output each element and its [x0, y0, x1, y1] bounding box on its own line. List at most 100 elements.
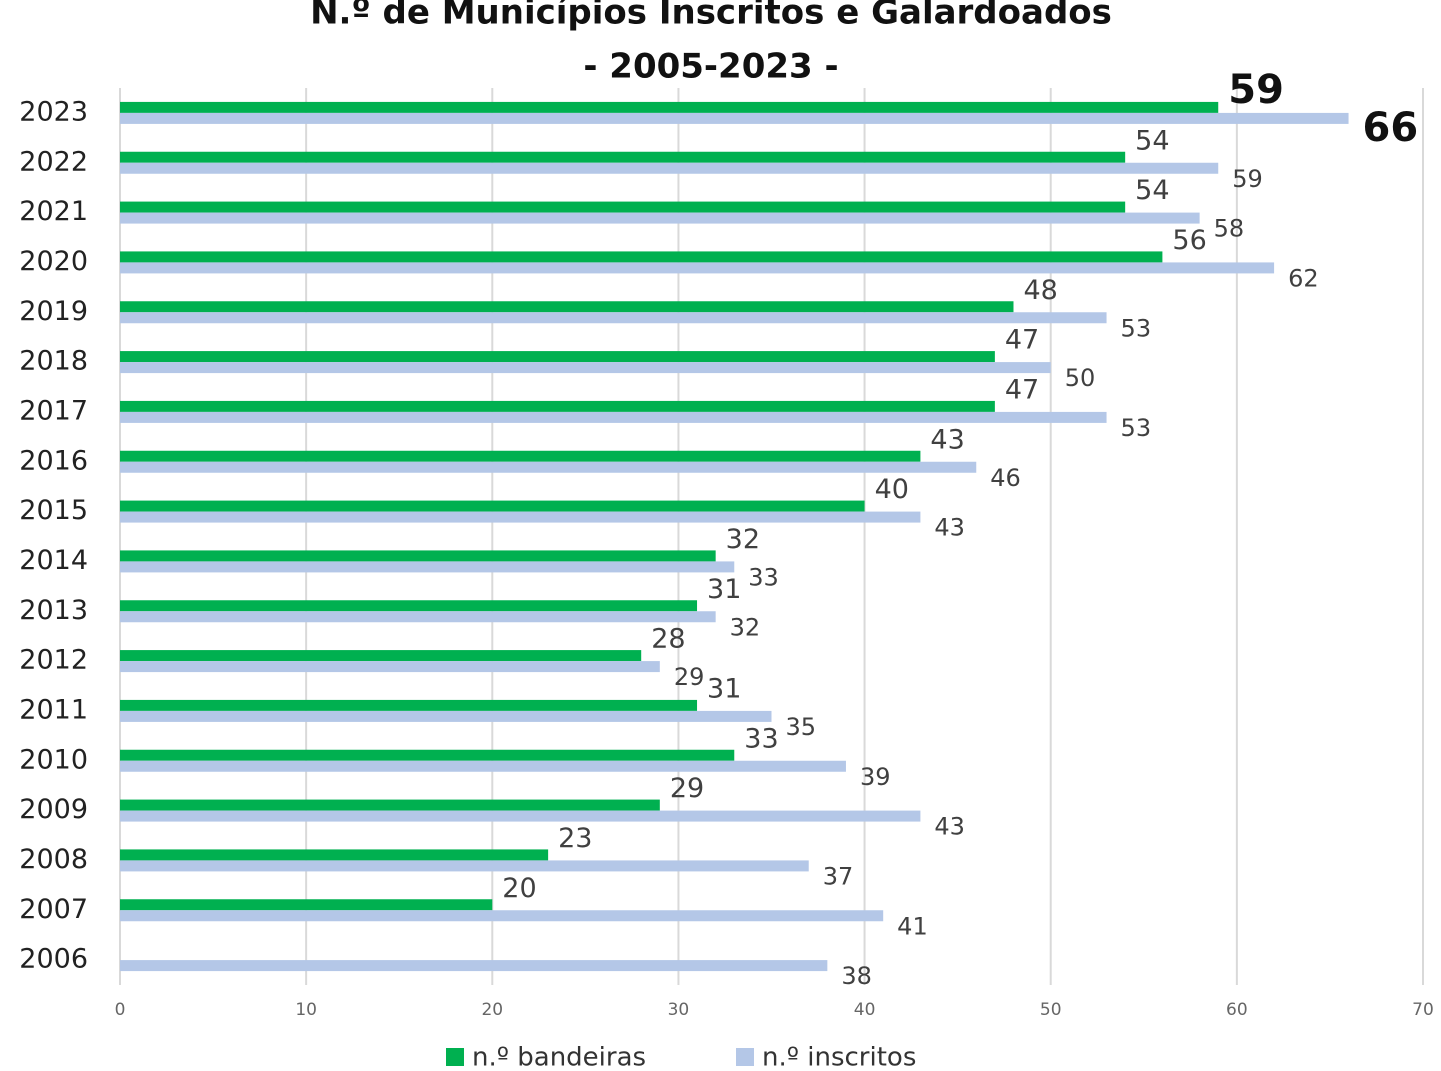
data-label: 35	[786, 713, 817, 741]
bar	[120, 899, 493, 911]
bar	[120, 450, 921, 462]
bar	[120, 351, 995, 363]
data-label: 29	[670, 773, 704, 804]
data-label: 50	[1065, 364, 1096, 392]
data-label: 62	[1288, 264, 1319, 292]
data-label: 33	[748, 563, 779, 591]
bar	[120, 561, 735, 573]
y-tick-label: 2022	[19, 146, 88, 177]
data-label: 33	[744, 723, 778, 754]
data-label: 43	[930, 424, 964, 455]
legend-swatch	[736, 1048, 754, 1066]
bar	[120, 461, 977, 473]
bar	[120, 511, 921, 523]
data-label: 59	[1228, 67, 1284, 113]
bar	[120, 810, 921, 822]
bar	[120, 201, 1126, 213]
y-tick-label: 2019	[19, 296, 88, 327]
bar	[120, 661, 660, 673]
data-label: 59	[1232, 165, 1263, 193]
chart-title: N.º de Municípios Inscritos e Galardoado…	[310, 0, 1112, 33]
bar	[120, 960, 828, 972]
y-tick-label: 2021	[19, 196, 88, 227]
y-tick-label: 2018	[19, 346, 88, 377]
bar	[120, 650, 642, 662]
data-label: 48	[1023, 275, 1057, 306]
bar	[120, 212, 1200, 224]
bar	[120, 362, 1051, 374]
x-tick-label: 60	[1226, 1000, 1248, 1020]
data-label: 38	[841, 962, 872, 990]
bar	[120, 600, 698, 612]
bar	[120, 699, 698, 711]
data-label: 28	[651, 624, 685, 655]
bar	[120, 251, 1163, 263]
data-label: 54	[1135, 175, 1169, 206]
bar	[120, 550, 716, 562]
legend-label: n.º bandeiras	[472, 1043, 646, 1071]
y-tick-label: 2020	[19, 246, 88, 277]
data-label: 41	[897, 912, 928, 940]
bar	[120, 910, 884, 922]
y-tick-label: 2017	[19, 395, 88, 426]
data-label: 46	[990, 464, 1021, 492]
bar	[120, 411, 1107, 423]
data-label: 47	[1005, 325, 1039, 356]
bar	[120, 312, 1107, 324]
data-label: 31	[707, 574, 741, 605]
y-tick-label: 2023	[19, 96, 88, 127]
data-label: 40	[875, 474, 909, 505]
bar	[120, 262, 1275, 274]
x-tick-label: 70	[1412, 1000, 1434, 1020]
bar	[120, 301, 1014, 313]
data-label: 58	[1214, 215, 1245, 243]
y-tick-label: 2014	[19, 545, 88, 576]
x-tick-label: 20	[481, 1000, 503, 1020]
y-tick-label: 2011	[19, 694, 88, 725]
x-tick-label: 0	[115, 1000, 126, 1020]
bar	[120, 162, 1219, 174]
data-label: 39	[860, 763, 891, 791]
data-label: 37	[823, 862, 854, 890]
y-tick-label: 2015	[19, 495, 88, 526]
bar	[120, 101, 1219, 113]
y-tick-label: 2012	[19, 645, 88, 676]
bar	[120, 760, 846, 772]
y-tick-label: 2008	[19, 844, 88, 875]
data-label: 31	[707, 673, 741, 704]
data-label: 32	[726, 524, 760, 555]
legend-swatch	[446, 1048, 464, 1066]
data-label: 53	[1121, 314, 1152, 342]
y-tick-label: 2010	[19, 744, 88, 775]
data-label: 29	[674, 663, 705, 691]
bar	[120, 500, 865, 512]
x-tick-label: 50	[1040, 1000, 1062, 1020]
bar	[120, 400, 995, 412]
x-tick-label: 30	[668, 1000, 690, 1020]
data-label: 43	[934, 813, 965, 841]
y-tick-label: 2009	[19, 794, 88, 825]
data-label: 47	[1005, 374, 1039, 405]
bar	[120, 860, 809, 872]
y-tick-label: 2006	[19, 944, 88, 975]
bar	[120, 611, 716, 623]
bar	[120, 799, 660, 811]
bar	[120, 112, 1349, 124]
data-label: 53	[1121, 414, 1152, 442]
bar	[120, 151, 1126, 163]
data-label: 66	[1363, 105, 1419, 151]
y-tick-label: 2007	[19, 894, 88, 925]
data-label: 43	[934, 514, 965, 542]
data-label: 54	[1135, 125, 1169, 156]
bar	[120, 849, 549, 861]
x-tick-label: 40	[854, 1000, 876, 1020]
data-label: 32	[730, 613, 761, 641]
chart-subtitle: - 2005-2023 -	[583, 47, 838, 87]
data-label: 23	[558, 823, 592, 854]
y-tick-label: 2016	[19, 445, 88, 476]
bar	[120, 749, 735, 761]
x-tick-label: 10	[295, 1000, 317, 1020]
bar	[120, 710, 772, 722]
data-label: 56	[1172, 225, 1206, 256]
